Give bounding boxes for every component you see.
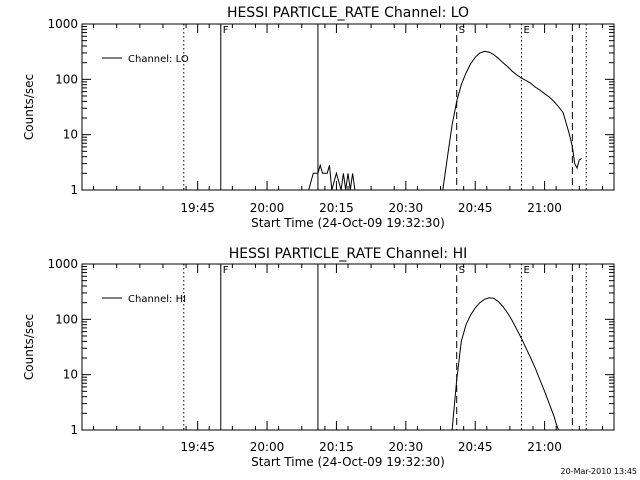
x-tick-label: 21:00: [527, 440, 562, 454]
y-tick-label: 1: [70, 423, 78, 437]
y-axis-label: Counts/sec: [22, 314, 36, 380]
event-marker-label: F: [223, 265, 229, 276]
y-tick-label: 10: [63, 368, 78, 382]
y-tick-label: 1000: [47, 17, 78, 31]
x-axis-label: Start Time (24-Oct-09 19:32:30): [251, 216, 445, 230]
x-tick-label: 20:30: [389, 201, 424, 215]
y-tick-label: 100: [55, 72, 78, 86]
y-tick-label: 10: [63, 128, 78, 142]
x-tick-label: 20:15: [319, 440, 354, 454]
x-tick-label: 20:30: [389, 440, 424, 454]
plot-frame: [81, 23, 615, 191]
x-tick-label: 21:00: [527, 201, 562, 215]
series-line: [451, 297, 559, 431]
x-tick-label: 20:45: [458, 201, 493, 215]
x-tick-label: 20:45: [458, 440, 493, 454]
x-axis-label: Start Time (24-Oct-09 19:32:30): [251, 455, 445, 469]
legend-label: Channel: HI: [128, 294, 186, 305]
x-tick-label: 20:00: [250, 440, 285, 454]
event-marker-label: E: [523, 265, 529, 276]
series-line: [442, 50, 582, 191]
event-marker-label: S: [459, 25, 465, 36]
x-tick-label: 20:15: [319, 201, 354, 215]
x-tick-label: 20:00: [250, 201, 285, 215]
event-marker-label: F: [223, 25, 229, 36]
chart-title: HESSI PARTICLE_RATE Channel: HI: [229, 246, 467, 262]
y-tick-label: 1: [70, 183, 78, 197]
event-marker-label: S: [459, 265, 465, 276]
plot-frame: [81, 263, 615, 431]
series-line: [308, 163, 360, 191]
event-marker-label: E: [523, 25, 529, 36]
x-tick-label: 19:45: [180, 440, 215, 454]
x-tick-label: 19:45: [180, 201, 215, 215]
chart-title: HESSI PARTICLE_RATE Channel: LO: [227, 5, 469, 21]
plot-timestamp: 20-Mar-2010 13:45: [561, 467, 638, 476]
lo-channel-panel: HESSI PARTICLE_RATE Channel: LO 1 10 100 100…: [22, 5, 615, 230]
y-tick-label: 1000: [47, 257, 78, 271]
y-tick-label: 100: [55, 312, 78, 326]
legend-label: Channel: LO: [128, 54, 189, 65]
hi-channel-panel: HESSI PARTICLE_RATE Channel: HI 1 10 100 100…: [22, 246, 615, 469]
y-axis-label: Counts/sec: [22, 74, 36, 140]
